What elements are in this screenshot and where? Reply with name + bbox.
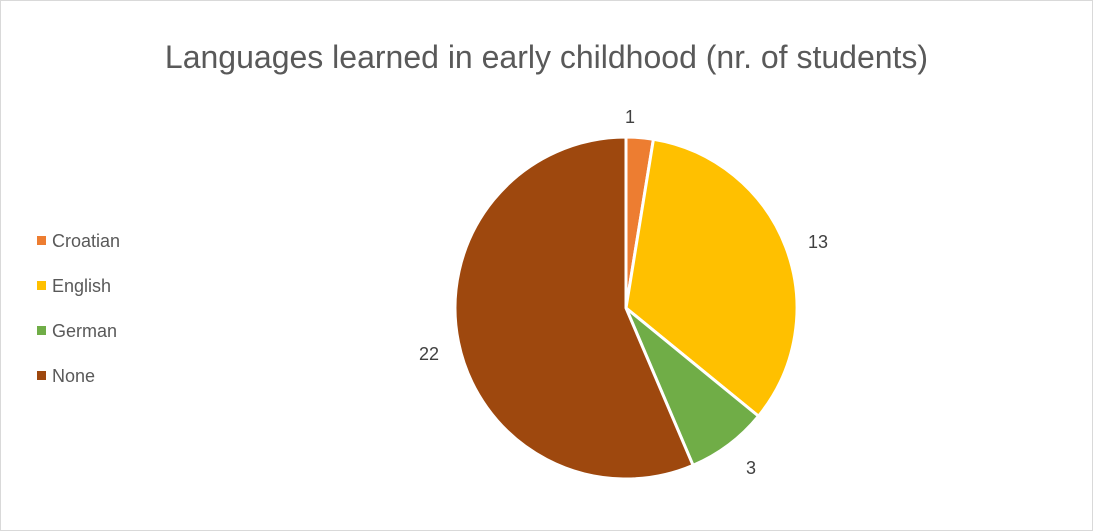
data-label-english: 13: [808, 232, 828, 252]
legend-label-english: English: [52, 276, 112, 296]
legend-label-none: None: [52, 366, 96, 386]
pie-slice-none: [453, 135, 695, 481]
data-label-croatian: 1: [625, 107, 635, 127]
legend-swatch-none: [37, 371, 46, 380]
legend-swatch-croatian: [37, 236, 46, 245]
legend-swatch-german: [37, 326, 46, 335]
data-label-german: 3: [746, 458, 756, 478]
chart-title: Languages learned in early childhood (nr…: [164, 39, 929, 75]
legend-label-german: German: [52, 321, 118, 341]
legend-swatch-english: [37, 281, 46, 290]
pie-slice-english: [624, 137, 799, 418]
data-label-none: 22: [419, 344, 439, 364]
legend-label-croatian: Croatian: [52, 231, 121, 251]
